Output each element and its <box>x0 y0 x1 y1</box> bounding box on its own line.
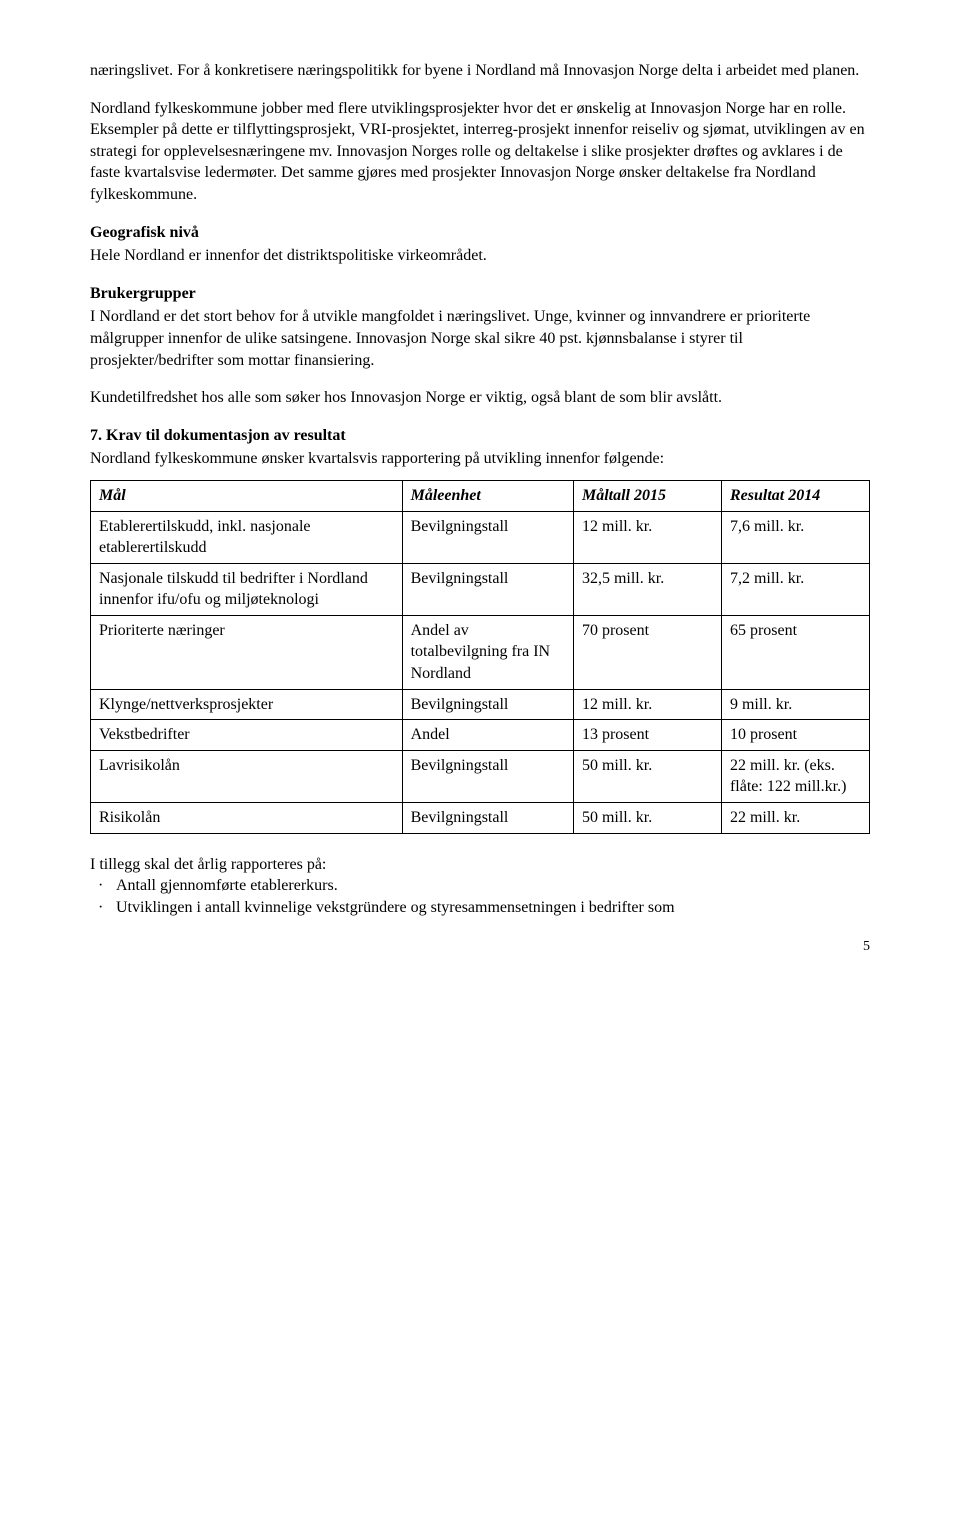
table-row: Prioriterte næringer Andel av totalbevil… <box>91 615 870 689</box>
table-row: Klynge/nettverksprosjekter Bevilgningsta… <box>91 689 870 720</box>
list-item: Utviklingen i antall kvinnelige vekstgrü… <box>116 897 870 919</box>
section-geografisk: Geografisk nivå Hele Nordland er innenfo… <box>90 222 870 267</box>
cell-tall: 50 mill. kr. <box>573 750 721 802</box>
cell-tall: 13 prosent <box>573 720 721 751</box>
cell-res: 10 prosent <box>721 720 869 751</box>
cell-maal: Risikolån <box>91 803 403 834</box>
cell-enhet: Bevilgningstall <box>402 803 573 834</box>
cell-enhet: Bevilgningstall <box>402 689 573 720</box>
th-maal: Mål <box>91 480 403 511</box>
table-row: Nasjonale tilskudd til bedrifter i Nordl… <box>91 563 870 615</box>
cell-tall: 12 mill. kr. <box>573 689 721 720</box>
list-item: Antall gjennomførte etablererkurs. <box>116 875 870 897</box>
cell-enhet: Bevilgningstall <box>402 563 573 615</box>
body-sec7: Nordland fylkeskommune ønsker kvartalsvi… <box>90 448 870 470</box>
body-brukergrupper: I Nordland er det stort behov for å utvi… <box>90 306 870 371</box>
cell-tall: 32,5 mill. kr. <box>573 563 721 615</box>
th-enhet: Måleenhet <box>402 480 573 511</box>
cell-maal: Lavrisikolån <box>91 750 403 802</box>
bullet-list: Antall gjennomførte etablererkurs. Utvik… <box>90 875 870 918</box>
cell-res: 7,6 mill. kr. <box>721 511 869 563</box>
cell-enhet: Andel av totalbevilgning fra IN Nordland <box>402 615 573 689</box>
cell-maal: Nasjonale tilskudd til bedrifter i Nordl… <box>91 563 403 615</box>
cell-maal: Vekstbedrifter <box>91 720 403 751</box>
table-row: Lavrisikolån Bevilgningstall 50 mill. kr… <box>91 750 870 802</box>
th-tall: Måltall 2015 <box>573 480 721 511</box>
table-row: Risikolån Bevilgningstall 50 mill. kr. 2… <box>91 803 870 834</box>
table-body: Etablerertilskudd, inkl. nasjonale etabl… <box>91 511 870 833</box>
cell-maal: Prioriterte næringer <box>91 615 403 689</box>
page-number: 5 <box>90 938 870 957</box>
results-table: Mål Måleenhet Måltall 2015 Resultat 2014… <box>90 480 870 834</box>
paragraph-kundetilfredshet: Kundetilfredshet hos alle som søker hos … <box>90 387 870 409</box>
cell-enhet: Bevilgningstall <box>402 750 573 802</box>
section-7: 7. Krav til dokumentasjon av resultat No… <box>90 425 870 470</box>
heading-geografisk: Geografisk nivå <box>90 222 870 244</box>
post-table-text: I tillegg skal det årlig rapporteres på: <box>90 854 870 876</box>
cell-enhet: Bevilgningstall <box>402 511 573 563</box>
cell-tall: 70 prosent <box>573 615 721 689</box>
body-geografisk: Hele Nordland er innenfor det distriktsp… <box>90 245 870 267</box>
heading-sec7: 7. Krav til dokumentasjon av resultat <box>90 425 870 447</box>
cell-res: 22 mill. kr. (eks. flåte: 122 mill.kr.) <box>721 750 869 802</box>
cell-tall: 12 mill. kr. <box>573 511 721 563</box>
cell-res: 9 mill. kr. <box>721 689 869 720</box>
table-header-row: Mål Måleenhet Måltall 2015 Resultat 2014 <box>91 480 870 511</box>
cell-maal: Klynge/nettverksprosjekter <box>91 689 403 720</box>
cell-res: 22 mill. kr. <box>721 803 869 834</box>
section-brukergrupper: Brukergrupper I Nordland er det stort be… <box>90 283 870 371</box>
th-res: Resultat 2014 <box>721 480 869 511</box>
cell-tall: 50 mill. kr. <box>573 803 721 834</box>
cell-enhet: Andel <box>402 720 573 751</box>
table-row: Etablerertilskudd, inkl. nasjonale etabl… <box>91 511 870 563</box>
table-row: Vekstbedrifter Andel 13 prosent 10 prose… <box>91 720 870 751</box>
paragraph-intro-2: Nordland fylkeskommune jobber med flere … <box>90 98 870 206</box>
cell-res: 7,2 mill. kr. <box>721 563 869 615</box>
cell-res: 65 prosent <box>721 615 869 689</box>
paragraph-intro-1: næringslivet. For å konkretisere nærings… <box>90 60 870 82</box>
cell-maal: Etablerertilskudd, inkl. nasjonale etabl… <box>91 511 403 563</box>
heading-brukergrupper: Brukergrupper <box>90 283 870 305</box>
